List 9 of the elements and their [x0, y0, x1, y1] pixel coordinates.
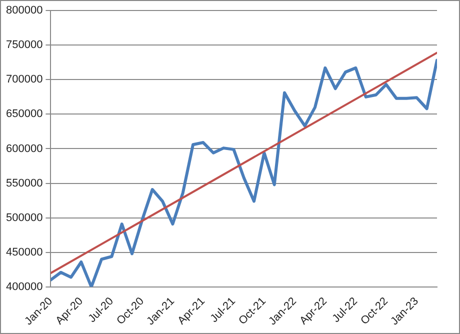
y-tick-label: 700000 — [6, 74, 43, 86]
y-tick-label: 500000 — [6, 212, 43, 224]
y-tick-label: 750000 — [6, 39, 43, 52]
y-tick-label: 600000 — [6, 142, 43, 155]
y-tick-label: 650000 — [6, 108, 43, 120]
y-tick-label: 800000 — [6, 4, 43, 17]
y-tick-label: 400000 — [6, 280, 43, 293]
y-tick-label: 450000 — [6, 246, 43, 258]
y-tick-label: 550000 — [6, 177, 43, 190]
